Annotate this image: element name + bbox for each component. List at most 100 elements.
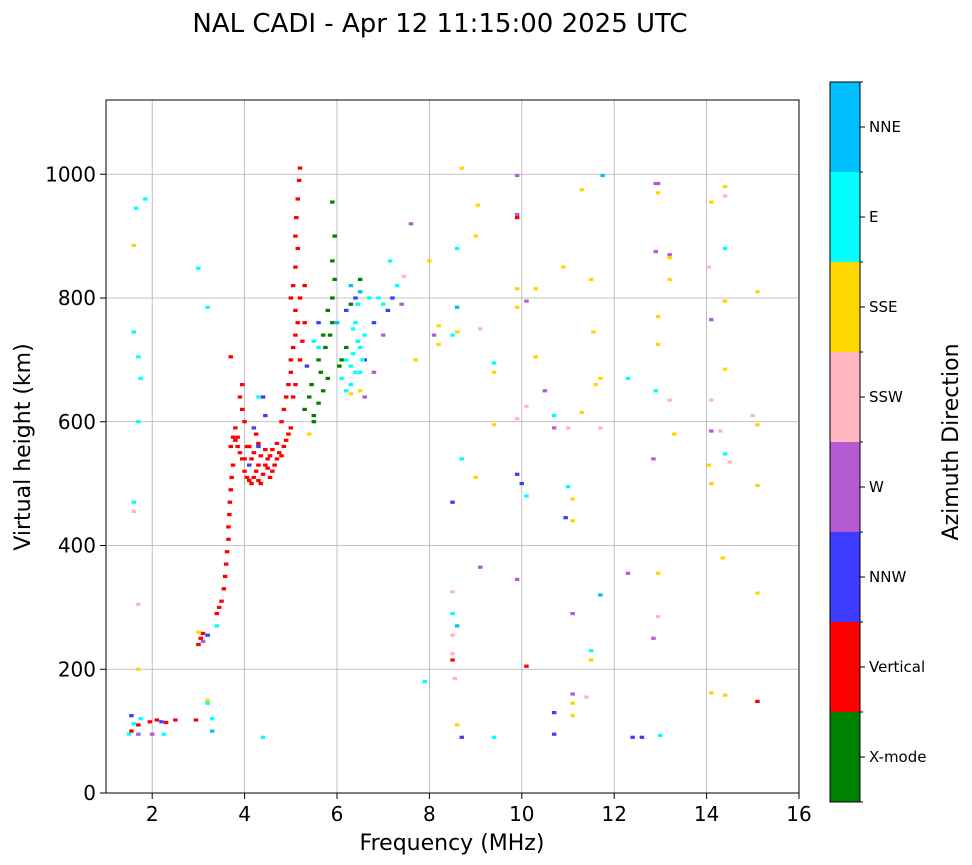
colorbar-label: NNE	[869, 118, 901, 136]
echo-point-e	[450, 612, 455, 616]
echo-point-vertical	[267, 454, 273, 458]
echo-point-nnw	[639, 735, 645, 739]
echo-point-x-mode	[337, 364, 342, 368]
echo-point-e	[214, 624, 220, 628]
echo-point-x-mode	[302, 407, 307, 411]
colorbar-label: Vertical	[869, 658, 925, 676]
echo-point-w	[431, 333, 437, 337]
echo-point-ssw	[565, 426, 571, 430]
echo-point-e	[491, 361, 497, 365]
echo-point-e	[138, 376, 143, 380]
echo-point-sse	[491, 423, 497, 427]
echo-point-sse	[413, 358, 418, 362]
echo-point-w	[200, 639, 206, 643]
echo-point-e	[344, 358, 349, 362]
echo-point-w	[625, 571, 631, 575]
y-axis-ticks: 0 200 400 600 800 1000	[45, 162, 106, 805]
echo-point-vertical	[223, 562, 229, 566]
echo-point-vertical	[230, 463, 236, 467]
echo-point-sse	[579, 188, 585, 192]
echo-point-e	[588, 649, 594, 653]
echo-point-e	[316, 345, 321, 350]
echo-point-nnw	[353, 296, 358, 300]
echo-point-nnw	[129, 714, 134, 718]
echo-point-w	[542, 389, 548, 393]
echo-point-vertical	[288, 426, 294, 430]
x-tick-label: 8	[423, 802, 436, 826]
y-tick-label: 0	[83, 781, 96, 805]
echo-point-sse	[491, 370, 497, 374]
echo-point-vertical	[270, 469, 275, 473]
echo-point-nne	[454, 624, 460, 628]
echo-point-e	[205, 305, 210, 309]
echo-point-vertical	[237, 451, 243, 455]
echo-point-x-mode	[332, 277, 337, 281]
echo-point-vertical	[256, 463, 261, 467]
echo-point-w	[514, 173, 520, 178]
echo-point-vertical	[230, 435, 236, 439]
y-tick-label: 200	[58, 657, 96, 681]
echo-point-sse	[136, 667, 141, 671]
echo-point-w	[408, 222, 414, 226]
echo-point-e	[357, 345, 363, 350]
echo-point-sse	[722, 185, 728, 189]
echo-point-vertical	[228, 355, 233, 359]
echo-point-sse	[436, 342, 441, 346]
echo-point-sse	[755, 423, 760, 427]
echo-point-e	[205, 701, 210, 705]
echo-point-x-mode	[311, 420, 317, 424]
echo-point-vertical	[229, 475, 234, 479]
x-tick-label: 2	[146, 802, 159, 826]
echo-point-vertical	[297, 358, 303, 362]
echo-point-nnw	[514, 472, 520, 476]
echo-point-e	[722, 246, 728, 251]
echo-point-sse	[706, 463, 712, 467]
echo-point-e	[136, 355, 141, 359]
echo-point-e	[136, 420, 141, 424]
echo-point-vertical	[226, 525, 231, 529]
echo-point-e	[256, 395, 261, 399]
echo-point-sse	[722, 693, 728, 697]
echo-point-nne	[334, 321, 340, 325]
echo-point-sse	[436, 324, 441, 328]
echo-point-nnw	[304, 364, 310, 368]
echo-point-vertical	[235, 444, 240, 449]
echo-point-nne	[598, 593, 603, 597]
echo-point-e	[161, 732, 166, 736]
echo-point-vertical	[290, 395, 296, 399]
echo-point-sse	[459, 166, 464, 170]
x-tick-label: 14	[694, 802, 719, 826]
echo-point-ssw	[450, 652, 455, 656]
echo-point-nnw	[316, 321, 321, 325]
echo-point-sse	[672, 432, 677, 436]
echo-point-vertical	[224, 550, 230, 554]
colorbar-title: Azimuth Direction	[939, 343, 964, 540]
echo-point-vertical	[173, 718, 178, 722]
echo-point-e	[450, 333, 455, 337]
echo-point-nnw	[551, 711, 557, 715]
echo-point-vertical	[247, 478, 252, 483]
echo-point-w	[514, 577, 520, 582]
echo-point-ssw	[401, 274, 407, 278]
echo-point-ssw	[667, 398, 672, 402]
echo-point-vertical	[258, 454, 263, 458]
echo-point-nne	[454, 305, 460, 309]
echo-point-vertical	[219, 599, 224, 603]
echo-point-vertical	[277, 451, 282, 455]
echo-point-vertical	[228, 488, 233, 492]
echo-point-ssw	[524, 404, 529, 408]
echo-point-e	[357, 370, 363, 374]
y-tick-label: 600	[58, 410, 96, 434]
echo-point-x-mode	[330, 259, 335, 263]
echo-point-sse	[205, 698, 210, 702]
echo-point-vertical	[222, 574, 228, 578]
echo-point-vertical	[514, 216, 520, 220]
echo-point-vertical	[136, 723, 141, 727]
echo-point-sse	[593, 383, 598, 387]
echo-point-e	[625, 376, 631, 380]
y-axis-label: Virtual height (km)	[11, 343, 36, 550]
echo-point-vertical	[263, 463, 268, 467]
echo-point-w	[709, 429, 714, 433]
echo-point-sse	[427, 259, 432, 263]
